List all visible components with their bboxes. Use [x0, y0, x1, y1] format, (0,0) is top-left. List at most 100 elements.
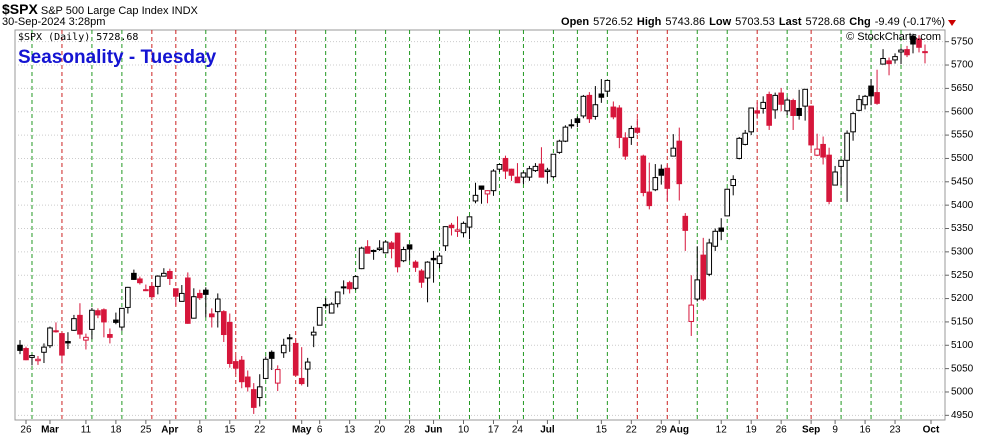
candle-body [35, 358, 41, 362]
stat-label: Open [561, 16, 590, 28]
candle-body [167, 270, 173, 279]
candle-body [418, 270, 425, 283]
y-tick-label: 5250 [951, 270, 974, 281]
candle-body [316, 306, 323, 326]
x-tick-label: 26 [776, 425, 788, 436]
credit: © StockCharts.com [846, 31, 941, 43]
candle-body [562, 126, 569, 142]
candle-body [125, 286, 131, 308]
candle-body [17, 344, 23, 351]
candle-body [646, 191, 653, 207]
candle-body [556, 140, 563, 153]
candle-body [268, 351, 275, 359]
x-tick-label: 11 [81, 425, 92, 436]
candle-body [676, 140, 683, 185]
candle-body [322, 304, 329, 307]
candle-body [628, 128, 635, 138]
x-tick-label: 24 [512, 425, 524, 436]
candle-body [658, 168, 665, 176]
y-tick-label: 5750 [951, 36, 974, 47]
candle-body [808, 105, 814, 146]
candle-body [173, 288, 179, 297]
y-tick-label: 5650 [951, 83, 974, 94]
x-tick-label: 8 [197, 425, 203, 436]
candle-body [844, 132, 850, 161]
stats: Open 5726.52 High 5743.86 Low 5703.53 Last 5728… [561, 16, 945, 28]
candle-body [328, 303, 335, 314]
candle-body [310, 331, 317, 336]
x-tick-label: Mar [41, 425, 59, 436]
stat-label: Low [709, 16, 732, 28]
candle-body [766, 93, 772, 126]
candle-body [59, 333, 65, 356]
candle-body [532, 165, 539, 172]
stat-label: Last [778, 16, 802, 28]
x-tick-label: 29 [656, 425, 668, 436]
x-tick-label: 9 [832, 425, 838, 436]
candle-body [286, 337, 293, 340]
candle-body [568, 124, 575, 127]
x-tick-label: 16 [860, 425, 872, 436]
description: S&P 500 Large Cap Index [40, 5, 169, 17]
candle-body [850, 113, 856, 133]
candle-body [304, 361, 311, 370]
candle-body [65, 341, 71, 344]
candle-body [370, 249, 377, 252]
candle-body [292, 342, 299, 376]
candle-body [868, 85, 874, 97]
candle-body [790, 100, 796, 116]
candle-body [736, 137, 743, 159]
candle-body [550, 153, 557, 178]
candle-body [280, 344, 287, 354]
y-tick-label: 5500 [951, 153, 974, 164]
candle-body [832, 171, 838, 186]
candle-body [226, 321, 233, 364]
candle-body [706, 242, 713, 275]
candle-body [712, 230, 719, 247]
x-tick-label: 25 [140, 425, 152, 436]
x-tick-label: Apr [161, 425, 178, 436]
candle-body [400, 249, 407, 262]
x-tick-label: 10 [458, 425, 470, 436]
symbol-header: $SPX S&P 500 Large Cap Index INDX [2, 1, 198, 17]
candle-body [796, 107, 802, 116]
candle-body [652, 177, 659, 191]
candle-body [670, 147, 677, 157]
candle-body [538, 163, 545, 178]
candle-body [262, 358, 269, 379]
candle-body [604, 79, 611, 92]
candle-body [71, 318, 77, 331]
candle-body [179, 292, 185, 302]
stat-value: 5703.53 [735, 16, 775, 28]
x-tick-label: Jun [425, 425, 443, 436]
candle-body [490, 170, 497, 192]
candle-body [23, 348, 29, 361]
candle-body [256, 386, 263, 399]
candle-body [724, 188, 731, 217]
x-tick-label: 20 [374, 425, 386, 436]
x-tick-label: Oct [923, 425, 940, 436]
candle-body [442, 226, 449, 247]
candle-body [472, 194, 479, 202]
candle-body [208, 313, 215, 318]
candle-body [119, 307, 125, 328]
candle-body [742, 132, 748, 145]
timestamp: 30-Sep-2024 3:28pm [2, 16, 106, 28]
candle-body [197, 292, 203, 299]
candle-body [131, 272, 137, 280]
candle-body [616, 107, 623, 138]
candle-body [688, 304, 695, 322]
candle-body [161, 272, 167, 277]
candle-body [694, 279, 701, 300]
candle-body [185, 277, 191, 324]
stat-label: High [636, 16, 662, 28]
y-tick-label: 5400 [951, 200, 974, 211]
candle-body [202, 289, 209, 295]
candle-body [220, 311, 227, 336]
candle-body [101, 309, 107, 323]
candle-body [95, 310, 101, 316]
y-tick-label: 5100 [951, 340, 974, 351]
x-tick-label: Jul [540, 425, 555, 436]
candle-body [610, 106, 617, 118]
candle-body [814, 148, 820, 156]
